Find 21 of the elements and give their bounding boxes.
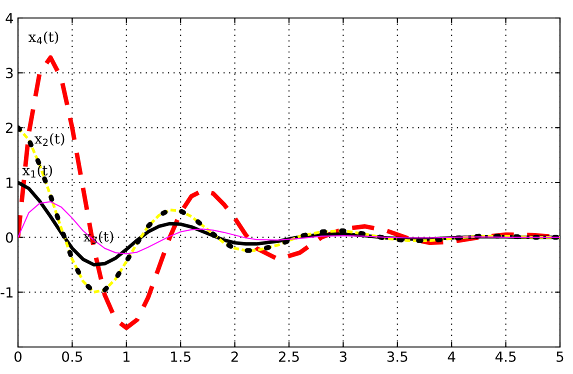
x-tick-label: 0 — [14, 351, 22, 362]
x-tick-label: 4 — [448, 352, 456, 362]
x-tick-label: 1 — [124, 352, 130, 362]
x-tick-label: 1.5 — [171, 352, 190, 362]
y-tick-label: 3 — [6, 68, 13, 78]
y-tick-label: -1 — [0, 287, 13, 298]
y-tick-label: 4 — [6, 13, 14, 24]
series-label: x$_{2}$(t) — [34, 133, 64, 146]
series-label: x$_{4}$(t) — [28, 31, 58, 44]
line-series — [18, 201, 560, 254]
x-tick-label: 2 — [231, 351, 238, 362]
y-tick-label: 0 — [6, 232, 13, 243]
y-tick-label: 2 — [6, 122, 12, 133]
y-tick-label: 1 — [6, 178, 13, 188]
x-tick-label: 3.5 — [387, 351, 408, 362]
series-label: x$_{1}$(t) — [22, 164, 52, 178]
x-tick-label: 0.5 — [62, 351, 82, 362]
x-tick-label: 2.5 — [278, 351, 299, 362]
x-tick-label: 3 — [340, 351, 347, 362]
x-tick-label: 4.5 — [495, 352, 516, 362]
x-tick-label: 5 — [556, 352, 564, 362]
